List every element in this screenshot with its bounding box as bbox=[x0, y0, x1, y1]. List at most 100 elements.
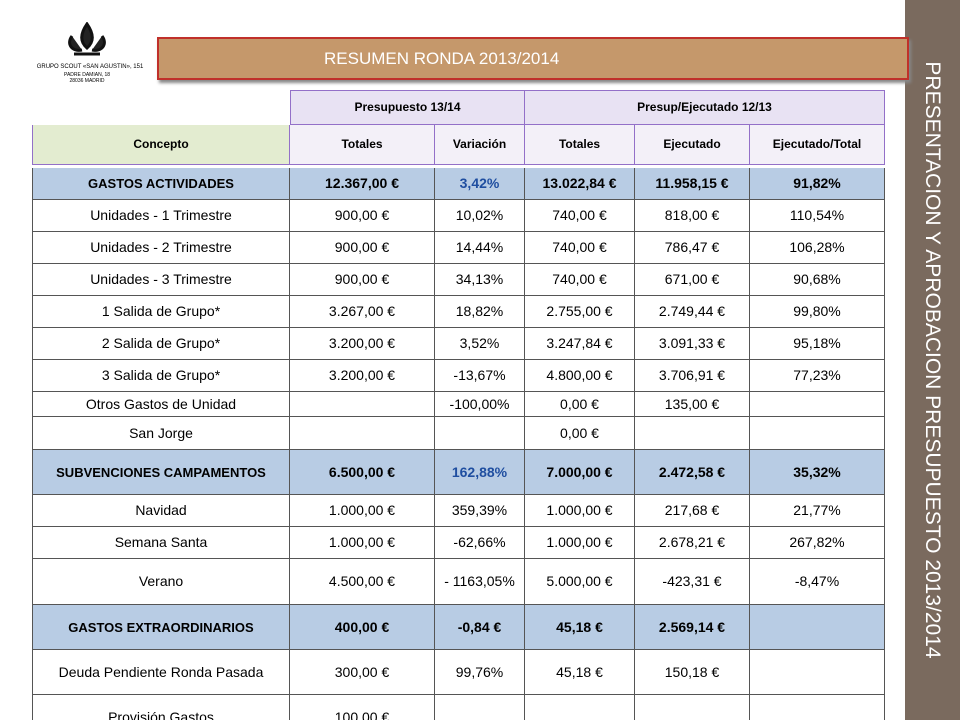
banner: RESUMEN RONDA 2013/2014 bbox=[157, 37, 909, 80]
table-cell: -13,67% bbox=[435, 360, 525, 392]
column-header: Totales bbox=[525, 125, 635, 165]
table-cell: 786,47 € bbox=[635, 232, 750, 264]
table-cell bbox=[290, 417, 435, 450]
table-cell bbox=[635, 695, 750, 720]
section-cell: 3,42% bbox=[435, 168, 525, 200]
section-cell: 7.000,00 € bbox=[525, 450, 635, 495]
table-cell: 99,76% bbox=[435, 650, 525, 695]
table-cell bbox=[750, 695, 885, 720]
section-cell: 162,88% bbox=[435, 450, 525, 495]
table-cell: Semana Santa bbox=[32, 527, 290, 559]
table-cell: 3.706,91 € bbox=[635, 360, 750, 392]
table-cell: 2.749,44 € bbox=[635, 296, 750, 328]
section-cell bbox=[750, 605, 885, 650]
table-cell: -62,66% bbox=[435, 527, 525, 559]
table-cell: 5.000,00 € bbox=[525, 559, 635, 605]
column-header: Variación bbox=[435, 125, 525, 165]
table-cell: -8,47% bbox=[750, 559, 885, 605]
table-cell: 740,00 € bbox=[525, 232, 635, 264]
table-cell: 1.000,00 € bbox=[290, 527, 435, 559]
table-cell: 10,02% bbox=[435, 200, 525, 232]
column-header: Ejecutado/Total bbox=[750, 125, 885, 165]
table-cell bbox=[435, 695, 525, 720]
table-cell: 21,77% bbox=[750, 495, 885, 527]
column-header: Ejecutado bbox=[635, 125, 750, 165]
table-cell: San Jorge bbox=[32, 417, 290, 450]
table-cell: 4.800,00 € bbox=[525, 360, 635, 392]
table-cell: 3.200,00 € bbox=[290, 360, 435, 392]
section-cell: 13.022,84 € bbox=[525, 168, 635, 200]
section-cell: 35,32% bbox=[750, 450, 885, 495]
section-cell: 45,18 € bbox=[525, 605, 635, 650]
section-cell: 12.367,00 € bbox=[290, 168, 435, 200]
table-cell: 14,44% bbox=[435, 232, 525, 264]
column-header: Concepto bbox=[32, 125, 290, 165]
table-cell: Navidad bbox=[32, 495, 290, 527]
table-cell: Unidades - 3 Trimestre bbox=[32, 264, 290, 296]
table-cell: Otros Gastos de Unidad bbox=[32, 392, 290, 417]
table-cell: Unidades - 1 Trimestre bbox=[32, 200, 290, 232]
table-cell: 77,23% bbox=[750, 360, 885, 392]
table-cell: 4.500,00 € bbox=[290, 559, 435, 605]
table-cell bbox=[525, 695, 635, 720]
section-cell: -0,84 € bbox=[435, 605, 525, 650]
section-cell: 11.958,15 € bbox=[635, 168, 750, 200]
table-cell: 45,18 € bbox=[525, 650, 635, 695]
table-cell: 90,68% bbox=[750, 264, 885, 296]
table-cell: 3 Salida de Grupo* bbox=[32, 360, 290, 392]
table-cell: 135,00 € bbox=[635, 392, 750, 417]
table-cell: 1 Salida de Grupo* bbox=[32, 296, 290, 328]
table-cell: 100,00 € bbox=[290, 695, 435, 720]
group-header: Presup/Ejecutado 12/13 bbox=[525, 90, 885, 125]
section-cell: SUBVENCIONES CAMPAMENTOS bbox=[32, 450, 290, 495]
table-cell: 300,00 € bbox=[290, 650, 435, 695]
table-cell: 900,00 € bbox=[290, 264, 435, 296]
table-cell: 0,00 € bbox=[525, 417, 635, 450]
table-cell bbox=[435, 417, 525, 450]
table-cell bbox=[290, 392, 435, 417]
table-cell: 1.000,00 € bbox=[525, 495, 635, 527]
table-cell: 2 Salida de Grupo* bbox=[32, 328, 290, 360]
table-cell: 99,80% bbox=[750, 296, 885, 328]
section-cell: 91,82% bbox=[750, 168, 885, 200]
table-cell: 0,00 € bbox=[525, 392, 635, 417]
table-cell: 217,68 € bbox=[635, 495, 750, 527]
section-cell: GASTOS EXTRAORDINARIOS bbox=[32, 605, 290, 650]
table-cell: -423,31 € bbox=[635, 559, 750, 605]
section-cell: GASTOS ACTIVIDADES bbox=[32, 168, 290, 200]
table-cell: 2.755,00 € bbox=[525, 296, 635, 328]
column-header: Totales bbox=[290, 125, 435, 165]
table-cell: Deuda Pendiente Ronda Pasada bbox=[32, 650, 290, 695]
table-cell: - 1163,05% bbox=[435, 559, 525, 605]
sidebar bbox=[905, 0, 960, 720]
section-cell: 6.500,00 € bbox=[290, 450, 435, 495]
table-cell: Provisión Gastos bbox=[32, 695, 290, 720]
table-cell: 2.678,21 € bbox=[635, 527, 750, 559]
group-header: Presupuesto 13/14 bbox=[290, 90, 525, 125]
table-cell: 740,00 € bbox=[525, 264, 635, 296]
table-cell: 900,00 € bbox=[290, 232, 435, 264]
table-cell: 818,00 € bbox=[635, 200, 750, 232]
table-cell bbox=[750, 650, 885, 695]
logo-address: PADRE DAMIAN, 18 28036 MADRID bbox=[63, 72, 111, 84]
table-cell: 18,82% bbox=[435, 296, 525, 328]
table-cell: Verano bbox=[32, 559, 290, 605]
table-cell: 267,82% bbox=[750, 527, 885, 559]
section-cell: 2.569,14 € bbox=[635, 605, 750, 650]
table-cell: 95,18% bbox=[750, 328, 885, 360]
table-cell: 1.000,00 € bbox=[525, 527, 635, 559]
section-cell: 2.472,58 € bbox=[635, 450, 750, 495]
table-cell: 3.267,00 € bbox=[290, 296, 435, 328]
table-cell: 3,52% bbox=[435, 328, 525, 360]
table-cell bbox=[750, 417, 885, 450]
table-cell: Unidades - 2 Trimestre bbox=[32, 232, 290, 264]
table-cell: 34,13% bbox=[435, 264, 525, 296]
table-cell bbox=[750, 392, 885, 417]
logo-caption: GRUPO SCOUT «SAN AGUSTIN», 151 bbox=[36, 64, 144, 70]
table-cell: 1.000,00 € bbox=[290, 495, 435, 527]
logo bbox=[68, 22, 106, 56]
table-cell: -100,00% bbox=[435, 392, 525, 417]
table-cell: 3.247,84 € bbox=[525, 328, 635, 360]
banner-title: RESUMEN RONDA 2013/2014 bbox=[324, 48, 560, 68]
